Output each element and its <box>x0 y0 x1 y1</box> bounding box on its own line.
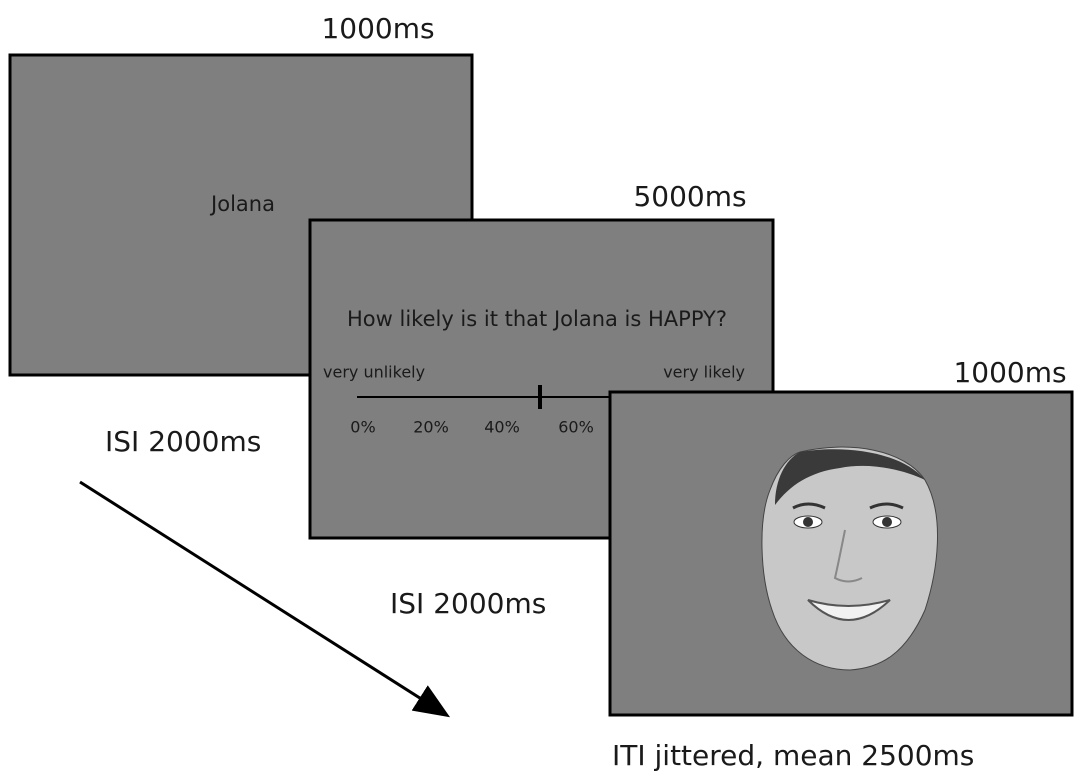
duration-label: 5000ms <box>633 180 746 213</box>
scale-tick-label: 20% <box>413 418 449 437</box>
scale-tick-label: 40% <box>484 418 520 437</box>
scale-tick-label: 0% <box>350 418 375 437</box>
interval-label: ISI 2000ms <box>390 587 546 620</box>
interval-label: ISI 2000ms <box>105 425 261 458</box>
interval-label: ITI jittered, mean 2500ms <box>612 739 974 772</box>
duration-label: 1000ms <box>953 356 1066 389</box>
scale-tick-label: 60% <box>558 418 594 437</box>
scale-right-label: very likely <box>663 363 745 382</box>
duration-label: 1000ms <box>321 12 434 45</box>
time-arrow <box>79 480 451 718</box>
scale-left-label: very unlikely <box>323 363 425 382</box>
question: How likely is it that Jolana is HAPPY? <box>347 307 727 331</box>
face-stimulus <box>761 446 938 671</box>
name-stimulus: Jolana <box>209 192 275 216</box>
